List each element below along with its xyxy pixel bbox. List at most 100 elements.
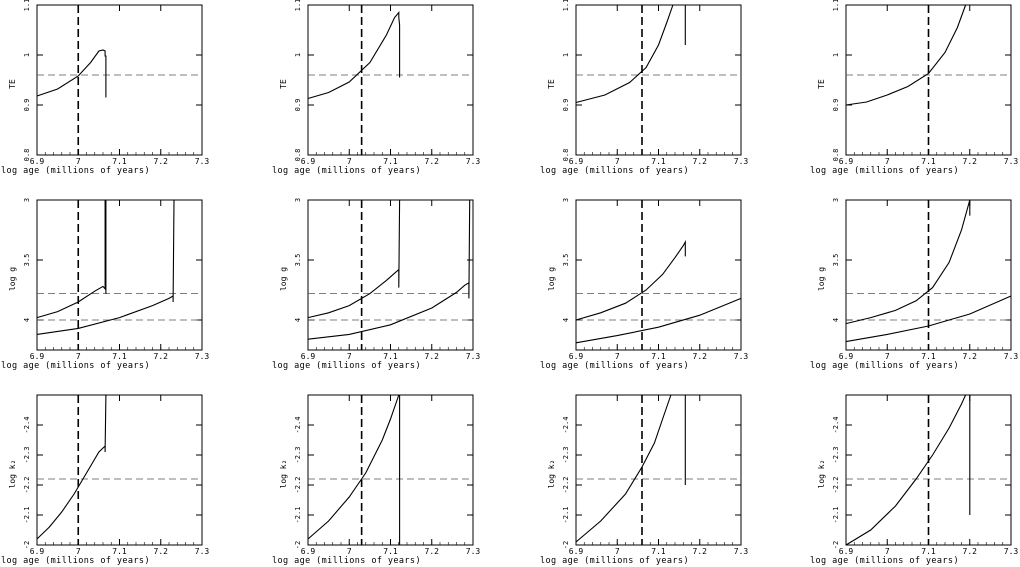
x-tick-label: 7 bbox=[885, 547, 890, 556]
series-line bbox=[36, 394, 107, 540]
x-axis-label: log age (millions of years) bbox=[540, 361, 689, 371]
x-tick-label: 7 bbox=[347, 352, 352, 361]
y-tick-label: -2.4 bbox=[832, 417, 840, 434]
y-tick-label: -2.3 bbox=[562, 447, 570, 464]
x-tick-label: 7 bbox=[76, 157, 81, 166]
series-line bbox=[575, 4, 674, 104]
series-line bbox=[575, 239, 686, 321]
x-tick-label: 7.1 bbox=[383, 157, 398, 166]
panel-0-3 bbox=[845, 4, 1012, 156]
y-tick-label: 0.9 bbox=[832, 99, 840, 112]
x-tick-label: 7.2 bbox=[154, 157, 169, 166]
x-tick-label: 7 bbox=[885, 157, 890, 166]
y-tick-label: 0.8 bbox=[294, 149, 302, 162]
y-tick-label: 0.8 bbox=[562, 149, 570, 162]
plot-frame bbox=[575, 394, 742, 546]
y-tick-label: 1.1 bbox=[562, 0, 570, 11]
x-tick-label: 7.3 bbox=[466, 547, 481, 556]
y-tick-label: 0.9 bbox=[294, 99, 302, 112]
x-tick-label: 7 bbox=[615, 157, 620, 166]
y-tick-label: -2.2 bbox=[23, 477, 31, 494]
x-tick-label: 7.1 bbox=[921, 157, 936, 166]
x-axis-label: log age (millions of years) bbox=[272, 361, 421, 371]
series-line bbox=[307, 199, 471, 340]
x-axis-label: log age (millions of years) bbox=[810, 166, 959, 176]
x-tick-label: 7.1 bbox=[112, 157, 127, 166]
y-tick-label: -2.4 bbox=[23, 417, 31, 434]
x-tick-label: 7.3 bbox=[1004, 157, 1019, 166]
x-tick-label: 7.1 bbox=[651, 157, 666, 166]
x-axis-label: log age (millions of years) bbox=[272, 556, 421, 566]
x-axis-label: log age (millions of years) bbox=[810, 556, 959, 566]
y-tick-label: 1.1 bbox=[294, 0, 302, 11]
plot-frame bbox=[36, 199, 203, 351]
y-tick-label: 3.5 bbox=[23, 254, 31, 267]
y-tick-label: 3 bbox=[562, 198, 570, 202]
x-tick-label: 6.9 bbox=[569, 157, 584, 166]
y-tick-label: -2.2 bbox=[294, 477, 302, 494]
x-axis-label: log age (millions of years) bbox=[1, 361, 150, 371]
y-tick-label: -2.1 bbox=[832, 507, 840, 524]
y-tick-label: 1 bbox=[23, 53, 31, 57]
y-tick-label: 3 bbox=[832, 198, 840, 202]
y-tick-label: -2 bbox=[832, 541, 840, 549]
y-axis-label: log g bbox=[817, 267, 826, 291]
y-tick-label: 3.5 bbox=[294, 254, 302, 267]
x-tick-label: 7 bbox=[76, 547, 81, 556]
series-line bbox=[575, 297, 742, 344]
x-tick-label: 7.3 bbox=[195, 352, 210, 361]
y-axis-label: TE bbox=[817, 79, 826, 89]
panel-1-1 bbox=[307, 199, 474, 351]
x-axis-label: log age (millions of years) bbox=[1, 556, 150, 566]
x-tick-label: 7 bbox=[615, 352, 620, 361]
x-tick-label: 7 bbox=[885, 352, 890, 361]
x-tick-label: 7.2 bbox=[154, 352, 169, 361]
series-line bbox=[307, 10, 401, 100]
y-tick-label: -2 bbox=[23, 541, 31, 549]
panel-1-2 bbox=[575, 199, 742, 351]
y-axis-label: log k₂ bbox=[279, 460, 288, 489]
y-tick-label: -2 bbox=[294, 541, 302, 549]
plot-frame bbox=[575, 4, 742, 156]
x-tick-label: 7.2 bbox=[963, 157, 978, 166]
series-line bbox=[36, 199, 175, 335]
y-axis-label: log k₂ bbox=[817, 460, 826, 489]
plot-frame bbox=[36, 4, 203, 156]
y-tick-label: -2.1 bbox=[23, 507, 31, 524]
y-tick-label: -2.3 bbox=[294, 447, 302, 464]
panel-1-3 bbox=[845, 199, 1012, 351]
panel-2-3 bbox=[845, 394, 1012, 546]
x-tick-label: 6.9 bbox=[301, 157, 316, 166]
x-tick-label: 7 bbox=[347, 157, 352, 166]
x-tick-label: 7.3 bbox=[734, 547, 749, 556]
x-tick-label: 7.2 bbox=[425, 352, 440, 361]
x-tick-label: 7.2 bbox=[154, 547, 169, 556]
x-tick-label: 7.1 bbox=[383, 547, 398, 556]
y-tick-label: 1 bbox=[562, 53, 570, 57]
x-tick-label: 6.9 bbox=[839, 547, 854, 556]
x-tick-label: 6.9 bbox=[30, 352, 45, 361]
panel-2-2 bbox=[575, 394, 742, 546]
series-line bbox=[575, 394, 672, 543]
x-tick-label: 7.1 bbox=[112, 547, 127, 556]
x-tick-label: 7.3 bbox=[734, 157, 749, 166]
y-tick-label: -2.2 bbox=[562, 477, 570, 494]
panel-2-0 bbox=[36, 394, 203, 546]
x-axis-label: log age (millions of years) bbox=[540, 166, 689, 176]
plot-frame bbox=[307, 199, 474, 351]
series-line bbox=[845, 295, 1012, 343]
y-tick-label: -2.4 bbox=[294, 417, 302, 434]
y-tick-label: 4 bbox=[832, 318, 840, 322]
y-tick-label: 4 bbox=[23, 318, 31, 322]
y-tick-label: 4 bbox=[294, 318, 302, 322]
y-axis-label: TE bbox=[8, 79, 17, 89]
y-tick-label: 3 bbox=[23, 198, 31, 202]
y-tick-label: 1 bbox=[832, 53, 840, 57]
x-tick-label: 6.9 bbox=[839, 157, 854, 166]
x-tick-label: 7.1 bbox=[651, 547, 666, 556]
panel-0-2 bbox=[575, 4, 742, 156]
x-tick-label: 7.3 bbox=[195, 157, 210, 166]
x-tick-label: 7 bbox=[615, 547, 620, 556]
y-tick-label: -2.2 bbox=[832, 477, 840, 494]
y-tick-label: -2.1 bbox=[562, 507, 570, 524]
